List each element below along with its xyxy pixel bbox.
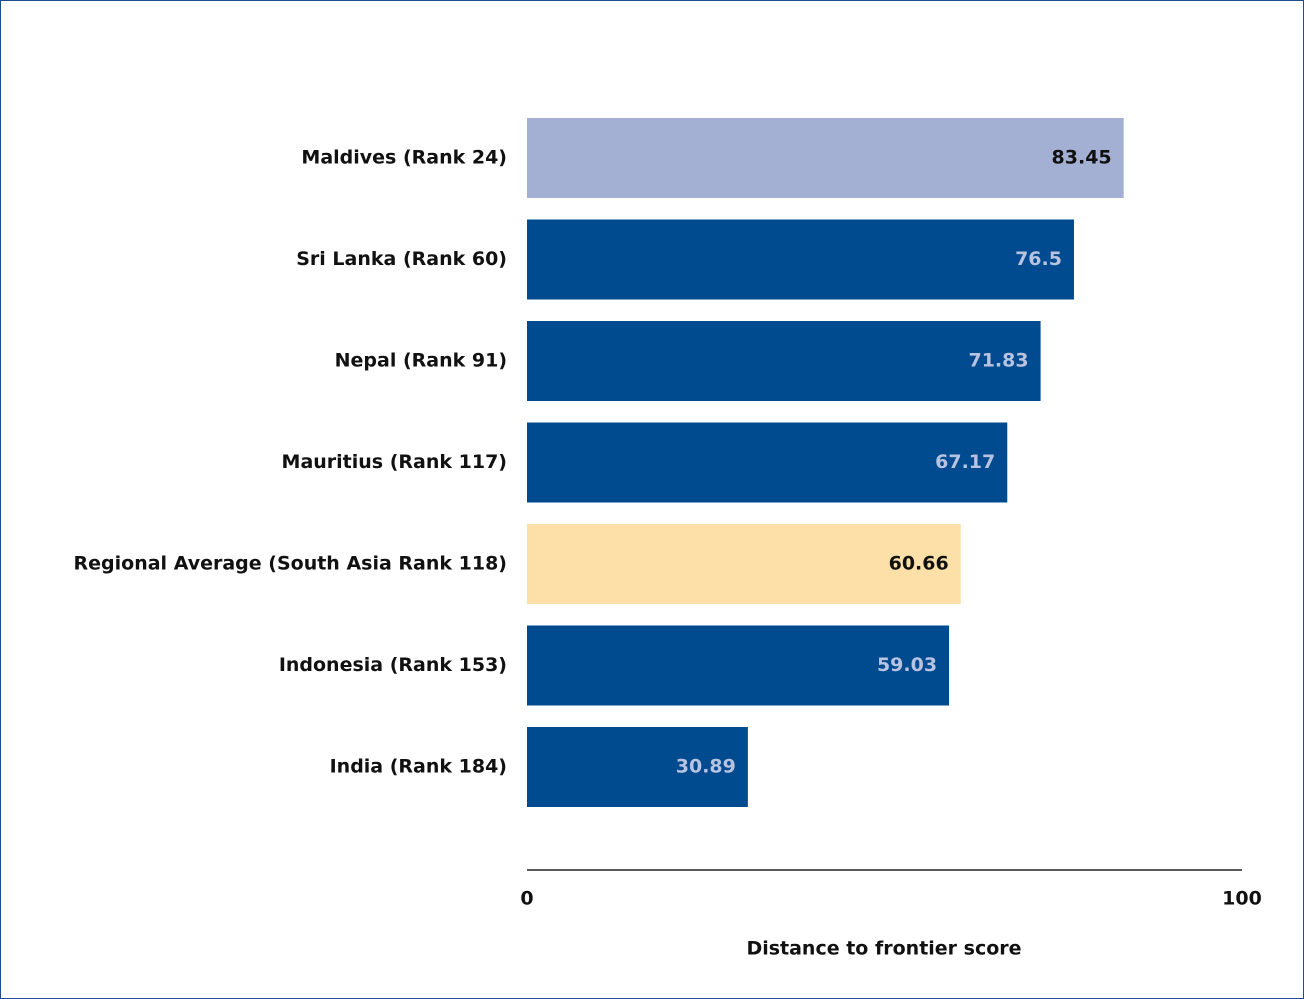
y-tick-label: Mauritius (Rank 117) — [282, 451, 507, 473]
data-label: 60.66 — [889, 553, 949, 575]
data-label: 59.03 — [877, 654, 937, 676]
bar — [527, 321, 1041, 401]
data-label: 76.5 — [1015, 248, 1062, 270]
y-tick-label: Sri Lanka (Rank 60) — [296, 248, 507, 270]
x-tick-label: 100 — [1222, 888, 1262, 910]
y-tick-label: India (Rank 184) — [330, 756, 507, 778]
y-tick-label: Nepal (Rank 91) — [335, 350, 507, 372]
y-tick-label: Indonesia (Rank 153) — [279, 654, 507, 676]
y-tick-label: Maldives (Rank 24) — [301, 147, 507, 169]
y-tick-label: Regional Average (South Asia Rank 118) — [74, 553, 507, 575]
x-tick-label: 0 — [520, 888, 533, 910]
data-label: 67.17 — [935, 451, 995, 473]
bar — [527, 625, 950, 706]
data-label: 71.83 — [968, 350, 1028, 372]
bar — [527, 524, 961, 604]
bar — [527, 422, 1008, 503]
bar — [527, 118, 1124, 198]
data-label: 30.89 — [676, 756, 736, 778]
bar — [527, 727, 748, 807]
x-axis-title: Distance to frontier score — [746, 938, 1021, 960]
bar — [527, 219, 1074, 300]
data-label: 83.45 — [1052, 147, 1112, 169]
